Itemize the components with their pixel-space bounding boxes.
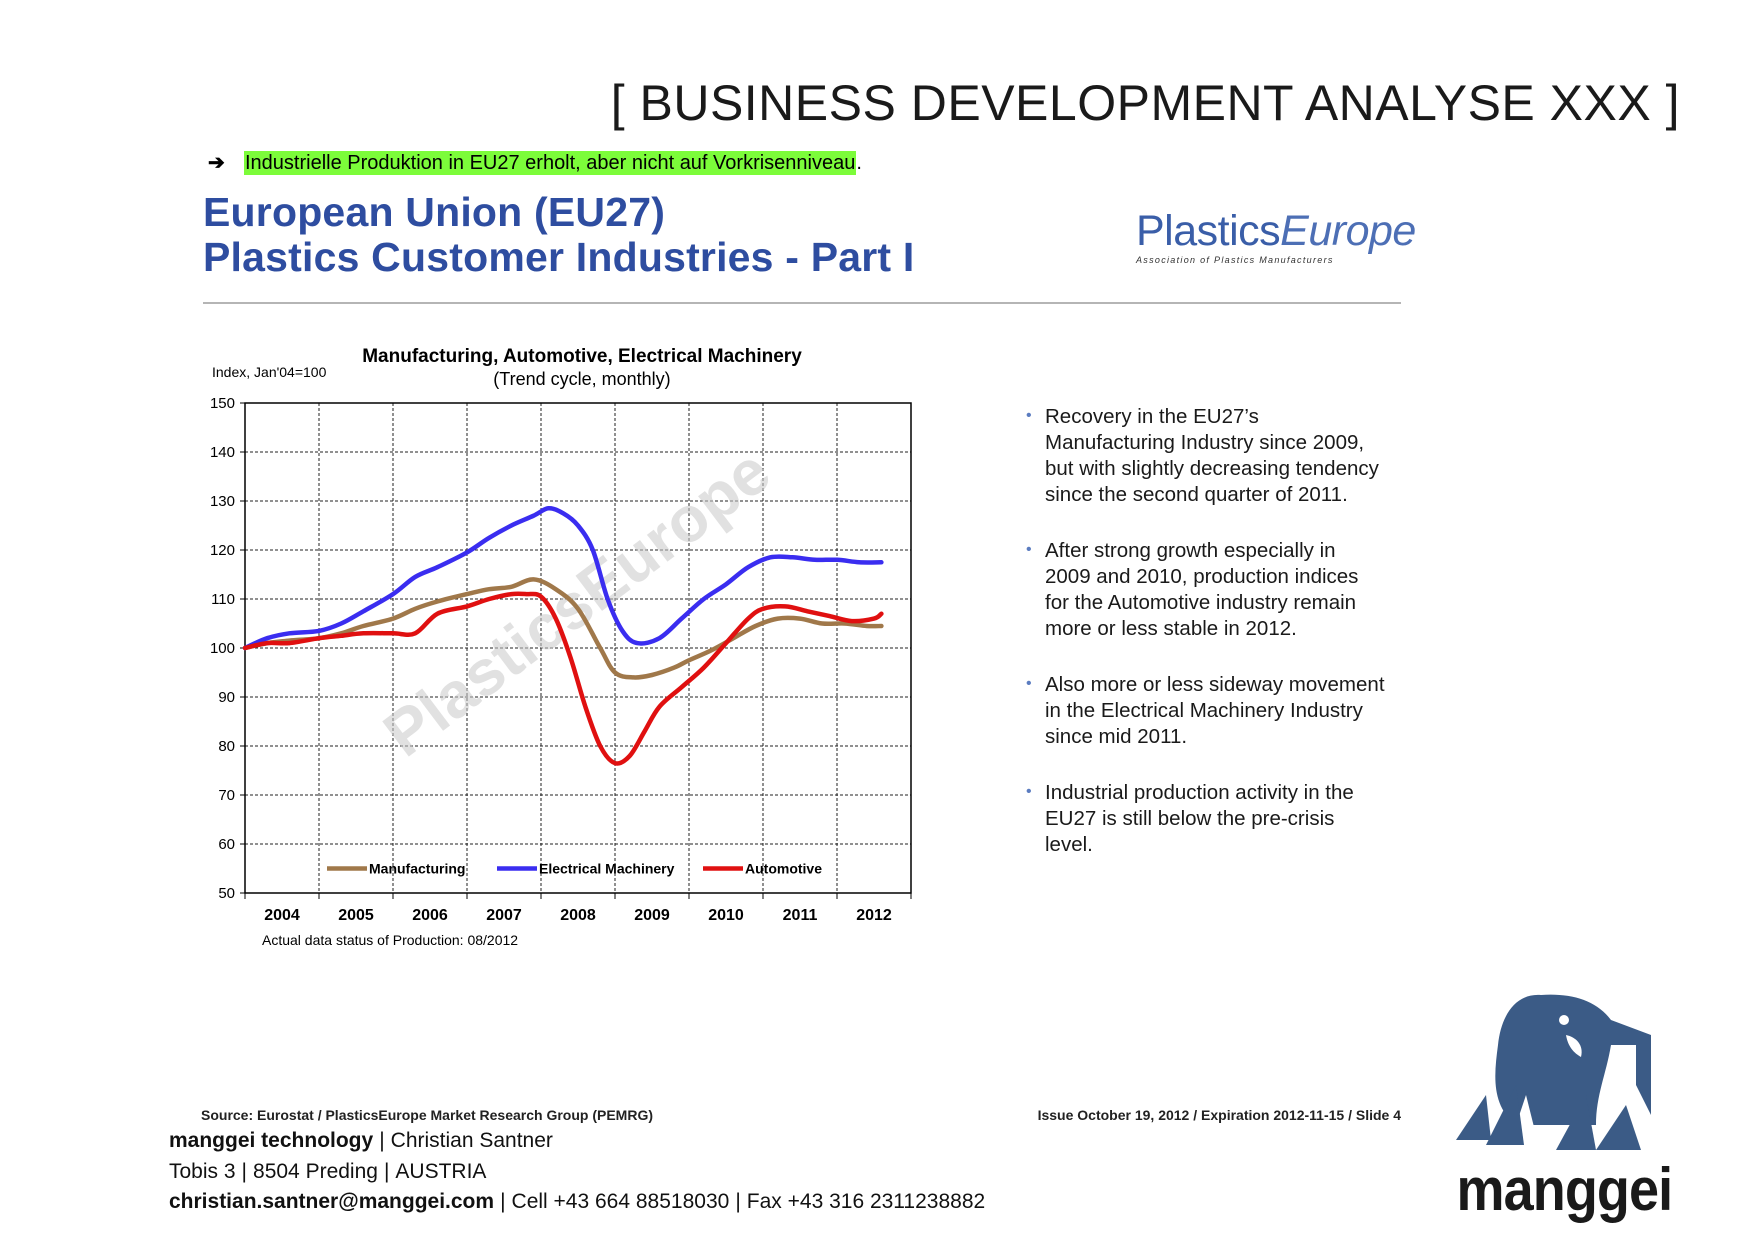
highlighted-statement: Industrielle Produktion in EU27 erholt, …	[244, 151, 857, 175]
title-divider	[203, 302, 1401, 304]
y-tick-label: 50	[218, 885, 235, 902]
city: 8504 Preding	[253, 1160, 378, 1183]
chart-legend: Manufacturing Electrical Machinery Automot…	[327, 861, 822, 877]
finding-item: Recovery in the EU27’s Manufacturing Ind…	[1026, 403, 1386, 508]
beaver-mascot-icon	[1456, 994, 1651, 1155]
slide-title-line2: Plastics Customer Industries - Part I	[203, 234, 915, 280]
legend-label-electrical-machinery: Electrical Machinery	[539, 861, 675, 877]
chart-canvas: PlasticsEurope Manufacturing, Automotive…	[210, 346, 912, 948]
y-tick-label: 150	[210, 395, 235, 412]
finding-item: Also more or less sideway movement in th…	[1026, 671, 1386, 750]
separator: |	[383, 1160, 390, 1183]
separator: |	[379, 1129, 385, 1152]
contact-name-line: manggei technology | Christian Santner	[169, 1129, 553, 1153]
series-line-automotive	[242, 591, 884, 766]
y-axis-label: Index, Jan'04=100	[212, 364, 327, 380]
y-tick-label: 140	[210, 444, 235, 461]
logo-name-europe: Europe	[1280, 207, 1416, 255]
arrow-right-icon: ➔	[208, 152, 225, 174]
x-tick-label: 2004	[264, 907, 300, 924]
intro-statement: ➔ Industrielle Produktion in EU27 erholt,…	[208, 150, 862, 175]
key-findings: Recovery in the EU27’s Manufacturing Ind…	[1026, 403, 1386, 888]
series-line-manufacturing	[242, 577, 884, 680]
x-tick-label: 2007	[486, 907, 522, 924]
separator: |	[735, 1190, 741, 1213]
separator: |	[500, 1190, 506, 1213]
y-tick-label: 100	[210, 640, 235, 657]
x-tick-label: 2010	[708, 907, 744, 924]
x-tick-label: 2012	[856, 907, 892, 924]
x-tick-label: 2009	[634, 907, 670, 924]
data-status-note: Actual data status of Production: 08/201…	[262, 932, 518, 948]
source-note: Source: Eurostat / PlasticsEurope Market…	[201, 1107, 654, 1123]
statement-period: .	[856, 152, 862, 174]
series-line-electrical-machinery	[242, 506, 884, 651]
contact-address-line: Tobis 3 | 8504 Preding | AUSTRIA	[169, 1160, 486, 1184]
y-tick-label: 110	[211, 591, 235, 608]
page-header-title: [ BUSINESS DEVELOPMENT ANALYSE XXX ]	[610, 75, 1680, 131]
plasticseurope-logo: PlasticsEurope Association of Plastics M…	[1136, 207, 1416, 272]
brand-wordmark: manggei	[1456, 1156, 1674, 1223]
finding-item: After strong growth especially in 2009 a…	[1026, 537, 1386, 642]
fax-number: Fax +43 316 2311238882	[746, 1190, 986, 1213]
logo-name-plastics: Plastics	[1136, 207, 1281, 255]
legend-label-automotive: Automotive	[745, 861, 822, 877]
contact-channels-line: christian.santner@manggei.com | Cell +43 6…	[169, 1190, 985, 1214]
y-axis-ticks: 50 60 70 80 90 100 110 120 130 140 150	[210, 395, 245, 902]
x-tick-label: 2005	[338, 907, 374, 924]
email-link[interactable]: christian.santner@manggei.com	[169, 1190, 495, 1213]
chart-grid	[245, 403, 911, 893]
y-tick-label: 80	[218, 738, 235, 755]
chart-subtitle: (Trend cycle, monthly)	[493, 369, 670, 389]
y-tick-label: 120	[210, 542, 235, 559]
manggei-logo: manggei	[1446, 975, 1674, 1225]
x-tick-label: 2006	[412, 907, 448, 924]
y-tick-label: 70	[218, 787, 235, 804]
country: AUSTRIA	[395, 1160, 487, 1183]
line-chart: PlasticsEurope Manufacturing, Automotive…	[200, 340, 940, 960]
company-name: manggei technology	[169, 1129, 374, 1152]
cell-number: Cell +43 664 88518030	[511, 1190, 730, 1213]
logo-tagline: Association of Plastics Manufacturers	[1136, 255, 1334, 265]
y-tick-label: 130	[210, 493, 235, 510]
y-tick-label: 90	[218, 689, 235, 706]
chart-title: Manufacturing, Automotive, Electrical Ma…	[362, 346, 802, 367]
slide-title-line1: European Union (EU27)	[203, 189, 666, 235]
legend-label-manufacturing: Manufacturing	[369, 861, 465, 877]
y-tick-label: 60	[218, 836, 235, 853]
x-tick-label: 2008	[560, 907, 596, 924]
x-axis-ticks: 2004 2005 2006 2007 2008 2009 2010 2011 2012	[244, 893, 912, 924]
finding-item: Industrial production activity in the EU…	[1026, 779, 1386, 858]
contact-person: Christian Santner	[390, 1129, 553, 1152]
issue-note: Issue October 19, 2012 / Expiration 2012…	[1037, 1107, 1401, 1123]
chart-series	[242, 506, 884, 766]
separator: |	[241, 1160, 248, 1183]
x-tick-label: 2011	[783, 907, 818, 924]
street: Tobis 3	[169, 1160, 236, 1183]
